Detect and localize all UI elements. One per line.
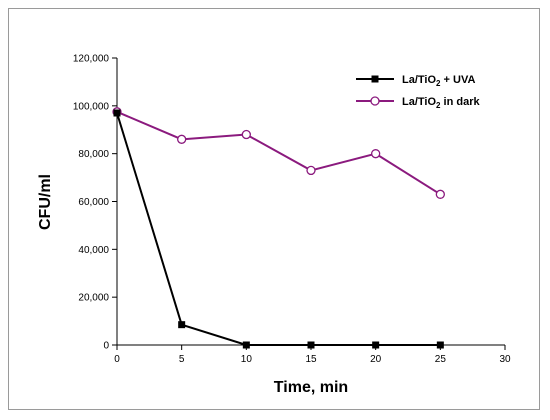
point-0-2: [242, 341, 250, 349]
y-tick-label: 40,000: [78, 245, 109, 256]
series-line-0: [116, 112, 441, 346]
legend-item-1: La/TiO2 in dark: [356, 96, 480, 110]
x-tick-label: 10: [241, 354, 253, 365]
legend-label-main: La/TiO: [402, 74, 436, 86]
legend-item-0: La/TiO2 + UVA: [356, 74, 475, 88]
point-1-3: [306, 165, 316, 176]
series-layer: [112, 107, 445, 349]
series-0: [113, 109, 444, 349]
point-legend-1: [370, 96, 380, 106]
y-tick-label: 20,000: [78, 293, 109, 304]
y-axis-title: CFU/ml: [37, 174, 54, 230]
point-0-0: [113, 109, 121, 117]
y-tick-label: 0: [103, 341, 109, 352]
point-0-3: [307, 341, 315, 349]
x-tick-label: 20: [370, 354, 382, 365]
x-tick-label: 25: [435, 354, 447, 365]
point-1-4: [371, 149, 381, 159]
legend-label-subscript: 2: [436, 101, 441, 110]
y-tick-label: 120,000: [73, 54, 110, 65]
point-0-1: [178, 321, 186, 329]
chart-frame: [8, 8, 540, 410]
x-tick-label: 5: [179, 354, 185, 365]
series-1: [112, 107, 445, 199]
y-ticks: 0 20,000 40,000 60,000 80,000 100,000 120,000: [73, 54, 117, 352]
legend-label-main: La/TiO: [402, 96, 436, 108]
legend-label-subscript: 2: [436, 79, 441, 88]
x-tick-label: 0: [114, 354, 120, 365]
y-tick-label: 80,000: [78, 149, 109, 160]
x-tick-label: 15: [305, 354, 317, 365]
point-1-5: [435, 189, 445, 199]
point-0-5: [436, 341, 444, 349]
y-tick-label: 60,000: [78, 197, 109, 208]
x-tick-label: 30: [499, 354, 511, 365]
series-line-1: [116, 110, 441, 196]
legend-label-suffix: in dark: [440, 96, 480, 108]
point-0-4: [372, 341, 380, 349]
point-1-2: [241, 129, 251, 140]
point-legend-0: [371, 75, 379, 83]
legend-label: La/TiO2 in dark: [402, 96, 480, 110]
legend-label: La/TiO2 + UVA: [402, 74, 475, 88]
y-tick-label: 100,000: [73, 101, 110, 112]
point-1-1: [177, 134, 187, 144]
legend-label-suffix: + UVA: [440, 74, 475, 86]
x-axis-title: Time, min: [274, 379, 348, 396]
